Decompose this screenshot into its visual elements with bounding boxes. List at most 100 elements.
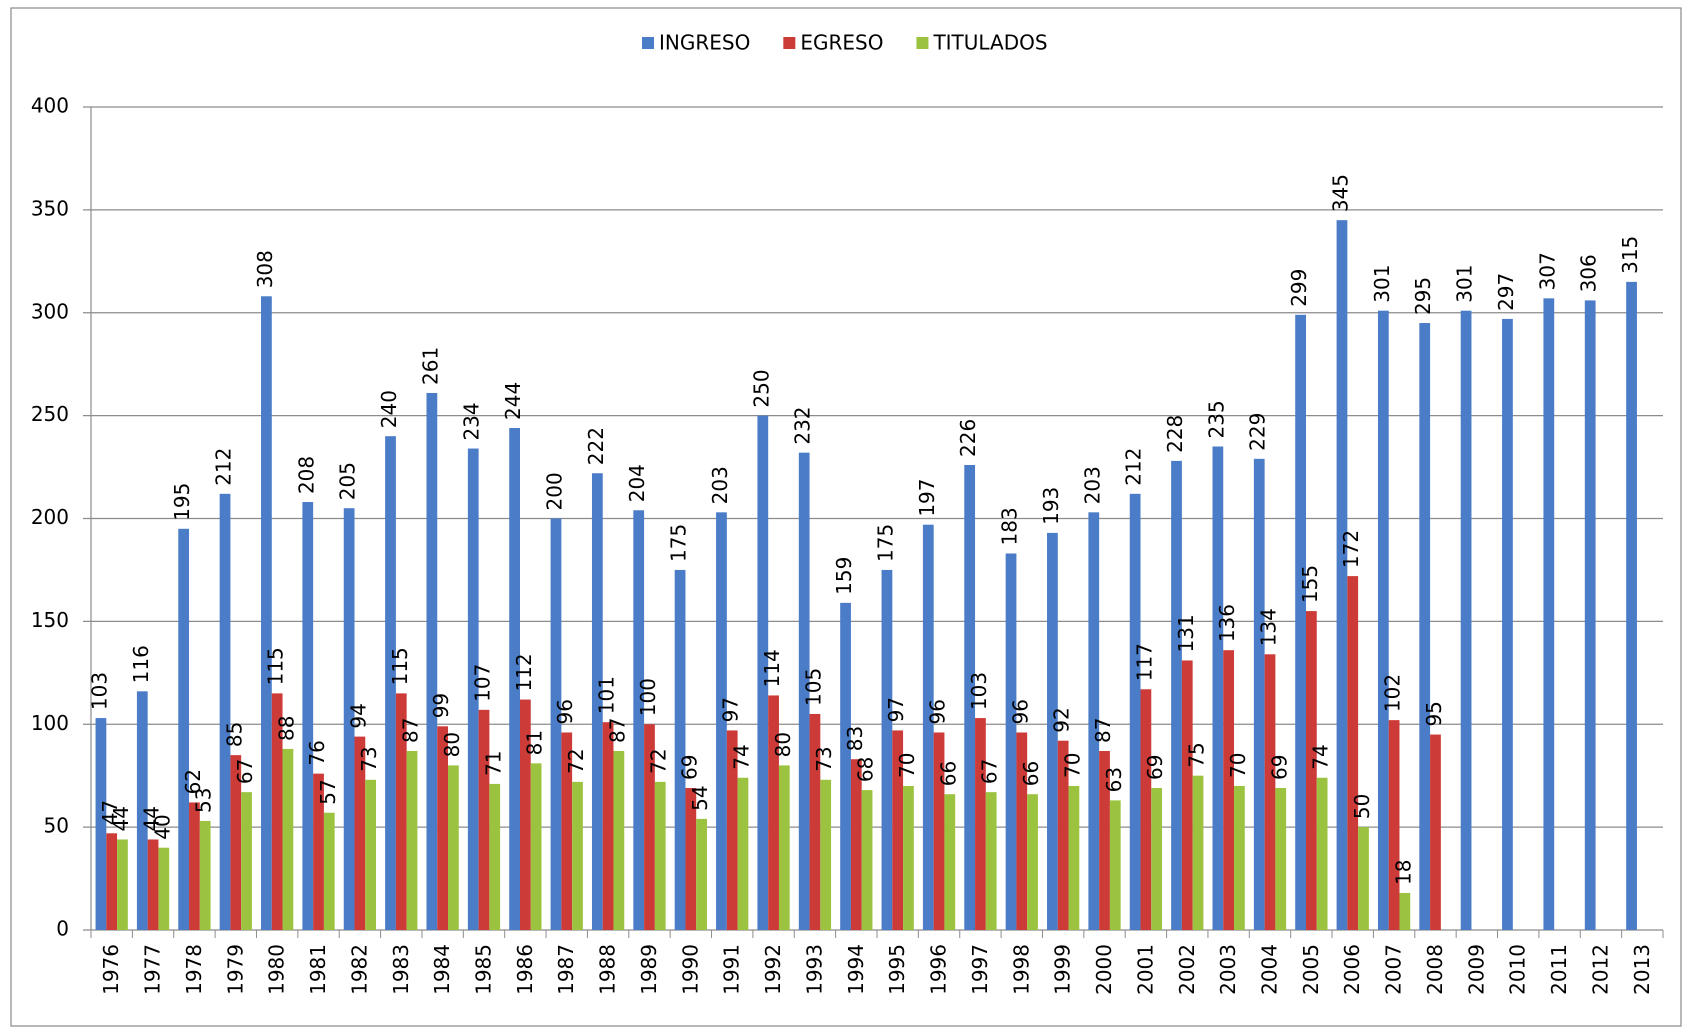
bar <box>302 502 314 930</box>
data-label: 117 <box>1132 643 1156 681</box>
data-label: 308 <box>253 250 277 288</box>
bar <box>644 724 655 930</box>
bar <box>933 732 945 930</box>
bar <box>861 790 873 930</box>
data-label: 88 <box>274 715 298 740</box>
x-tick-label: 2004 <box>1258 944 1282 995</box>
x-tick-label: 1992 <box>761 944 785 995</box>
data-label: 72 <box>647 748 671 773</box>
bar <box>467 448 479 930</box>
data-label: 74 <box>729 744 753 769</box>
x-tick-label: 1989 <box>637 944 661 995</box>
x-tick-label: 1982 <box>347 944 371 995</box>
data-label: 85 <box>222 722 246 747</box>
bar <box>1264 654 1276 930</box>
bar <box>1181 660 1193 930</box>
x-tick-label: 2009 <box>1464 944 1488 995</box>
legend-label: TITULADOS <box>932 31 1047 55</box>
data-label: 112 <box>512 653 536 691</box>
bar <box>685 788 697 930</box>
data-label: 73 <box>812 746 836 771</box>
x-tick-label: 1981 <box>306 944 330 995</box>
x-tick-label: 2013 <box>1630 944 1654 995</box>
data-label: 40 <box>150 814 174 839</box>
bar <box>1316 777 1328 930</box>
bar <box>840 602 851 930</box>
x-tick-label: 1976 <box>99 944 123 995</box>
bar <box>189 802 200 930</box>
data-label: 67 <box>978 759 1002 784</box>
bar <box>1377 310 1389 930</box>
data-label: 67 <box>233 759 257 784</box>
bar <box>1005 553 1017 930</box>
bar <box>1027 794 1038 930</box>
data-label: 193 <box>1039 487 1063 525</box>
bar <box>509 427 520 930</box>
x-tick-label: 2012 <box>1588 944 1612 995</box>
bar <box>1419 323 1431 931</box>
bar <box>261 296 272 930</box>
bar <box>716 512 727 930</box>
data-label: 71 <box>481 750 505 775</box>
bar <box>985 792 997 930</box>
data-label: 136 <box>1215 604 1239 642</box>
data-label: 175 <box>873 524 897 562</box>
data-label: 131 <box>1174 614 1198 652</box>
data-label: 97 <box>719 697 743 722</box>
data-label: 87 <box>1091 718 1115 743</box>
x-tick-label: 2008 <box>1423 944 1447 995</box>
x-tick-label: 1994 <box>844 944 868 995</box>
data-label: 80 <box>440 732 464 757</box>
bar <box>219 493 231 930</box>
bar <box>591 473 603 930</box>
data-label: 175 <box>667 524 691 562</box>
data-label: 87 <box>399 718 423 743</box>
x-tick-label: 2003 <box>1216 944 1240 995</box>
data-label: 299 <box>1287 269 1311 307</box>
data-label: 240 <box>377 390 401 428</box>
bar <box>798 452 810 930</box>
bar <box>323 812 335 930</box>
data-label: 183 <box>998 507 1022 545</box>
bar <box>158 847 170 930</box>
bar <box>561 732 573 930</box>
x-tick-label: 2000 <box>1092 944 1116 995</box>
data-label: 195 <box>170 483 194 521</box>
data-label: 96 <box>1008 699 1032 724</box>
data-label: 261 <box>418 347 442 385</box>
bar <box>1347 576 1359 930</box>
data-label: 105 <box>801 668 825 706</box>
data-label: 250 <box>749 369 773 407</box>
data-label: 115 <box>264 647 288 685</box>
data-label: 53 <box>192 787 216 812</box>
bar <box>1543 298 1555 930</box>
bar <box>385 436 396 930</box>
x-tick-label: 1985 <box>472 944 496 995</box>
bar <box>313 773 324 930</box>
data-label: 203 <box>1080 466 1104 504</box>
data-label: 87 <box>605 718 629 743</box>
bar <box>1068 785 1080 930</box>
x-tick-label: 1986 <box>513 944 537 995</box>
bar <box>1275 788 1287 930</box>
bar <box>1057 740 1069 930</box>
data-label: 18 <box>1391 860 1415 885</box>
data-label: 63 <box>1102 767 1126 792</box>
legend-label: INGRESO <box>659 31 750 55</box>
data-label: 73 <box>357 746 381 771</box>
data-label: 62 <box>181 769 205 794</box>
bar <box>922 524 934 930</box>
bar <box>613 750 625 930</box>
bar <box>1584 300 1596 930</box>
bar <box>1460 310 1472 930</box>
data-label: 229 <box>1246 413 1270 451</box>
x-tick-label: 1999 <box>1051 944 1075 995</box>
bar <box>726 730 738 930</box>
data-label: 80 <box>771 732 795 757</box>
bar <box>975 718 986 930</box>
bar <box>820 779 832 930</box>
bar <box>1016 732 1028 930</box>
data-label: 345 <box>1328 174 1352 212</box>
x-tick-label: 1980 <box>265 944 289 995</box>
legend-swatch <box>642 37 654 49</box>
